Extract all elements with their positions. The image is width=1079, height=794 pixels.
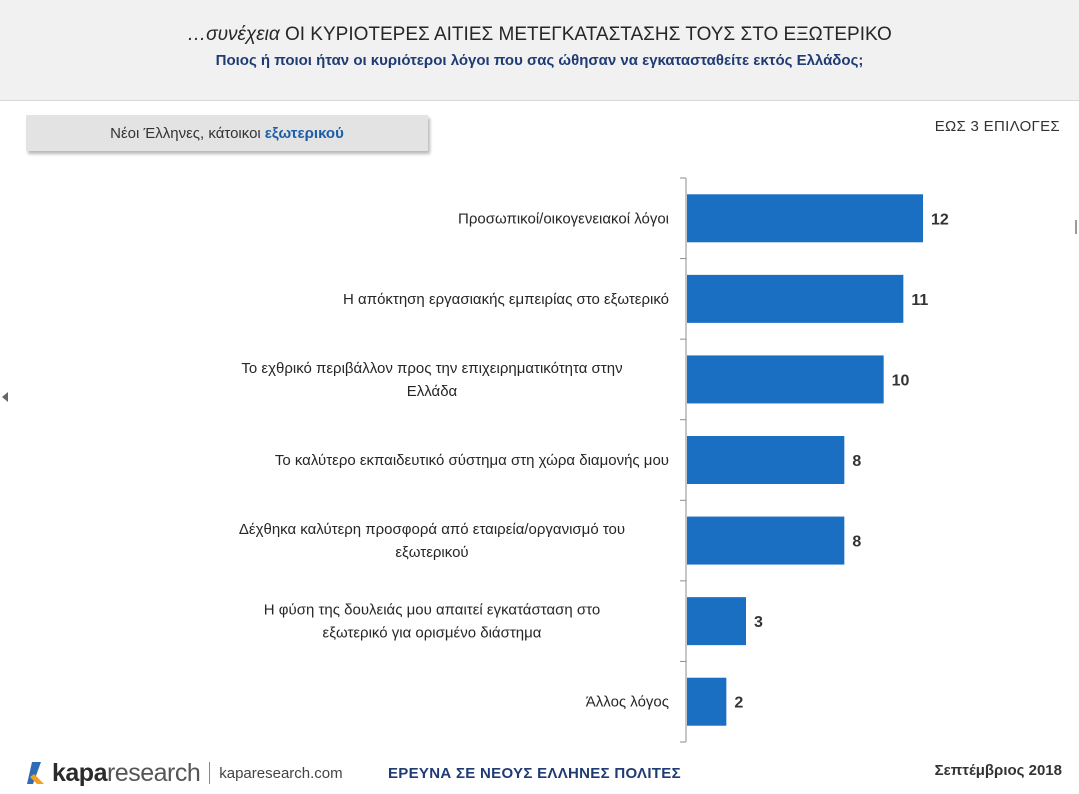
logo-divider (209, 762, 211, 784)
value-label: 11 (911, 292, 928, 309)
bar (687, 436, 845, 484)
category-label: Δέχθηκα καλύτερη προσφορά από εταιρεία/ο… (239, 521, 625, 561)
logo-research-text: research (106, 758, 201, 787)
category-label: Προσωπικοί/οικογενειακοί λόγοι (458, 210, 669, 227)
category-label: Το εχθρικό περιβάλλον προς την επιχειρημ… (241, 360, 622, 400)
bar (687, 355, 884, 404)
header-band: …συνέχεια ΟΙ ΚΥΡΙΟΤΕΡΕΣ ΑΙΤΙΕΣ ΜΕΤΕΓΚΑΤΑ… (0, 0, 1079, 101)
page-subtitle: Ποιος ή ποιοι ήταν οι κυριότεροι λόγοι π… (215, 52, 864, 69)
survey-title: ΕΡΕΥΝΑ ΣΕ ΝΕΟΥΣ ΕΛΛΗΝΕΣ ΠΟΛΙΤΕΣ (388, 765, 681, 782)
axis-ticks (680, 177, 686, 743)
title-prefix: …συνέχεια (187, 24, 280, 45)
kapa-research-logo: kapa research kaparesearch.com (24, 758, 343, 788)
logo-url[interactable]: kaparesearch.com (219, 764, 343, 782)
bar (687, 677, 727, 726)
kapa-logo-icon (27, 762, 44, 784)
title-main: ΟΙ ΚΥΡΙΟΤΕΡΕΣ ΑΙΤΙΕΣ ΜΕΤΕΓΚΑΤΑΣΤΑΣΗΣ ΤΟΥ… (284, 24, 892, 45)
category-label: Η απόκτηση εργασιακής εμπειρίας στο εξωτ… (343, 291, 669, 308)
value-label: 10 (892, 372, 910, 389)
choices-note: ΕΩΣ 3 ΕΠΙΛΟΓΕΣ (934, 118, 1060, 135)
scroll-right-marker-icon[interactable] (1075, 220, 1077, 234)
segment-label: Νέοι Έλληνες, κάτοικοι (110, 124, 261, 142)
page-title: …συνέχεια ΟΙ ΚΥΡΙΟΤΕΡΕΣ ΑΙΤΙΕΣ ΜΕΤΕΓΚΑΤΑ… (0, 24, 1079, 46)
value-label: 2 (734, 695, 743, 712)
category-label: Άλλος λόγος (586, 694, 669, 711)
value-label: 12 (931, 211, 949, 228)
value-labels-group: 12 11 10 8 8 3 2 (734, 211, 949, 711)
bar (687, 597, 746, 646)
logo-kapa-text: kapa (52, 758, 107, 787)
category-labels-group: Προσωπικοί/οικογενειακοί λόγοι Η απόκτηση… (239, 210, 669, 710)
value-label: 8 (852, 534, 861, 551)
category-label: Η φύση της δουλειάς μου απαιτεί εγκατάστ… (264, 602, 600, 642)
value-label: 8 (852, 453, 861, 470)
bars-group (687, 194, 923, 726)
bar (687, 194, 923, 243)
bar (687, 274, 904, 323)
scroll-left-arrow-icon[interactable] (2, 392, 8, 402)
bar (687, 516, 845, 565)
value-label: 3 (754, 614, 763, 631)
category-label: Το καλύτερο εκπαιδευτικό σύστημα στη χώρ… (275, 452, 669, 469)
segment-box: Νέοι Έλληνες, κάτοικοι εξωτερικού (26, 115, 428, 151)
survey-date: Σεπτέμβριος 2018 (934, 762, 1062, 779)
segment-highlight: εξωτερικού (264, 124, 344, 142)
